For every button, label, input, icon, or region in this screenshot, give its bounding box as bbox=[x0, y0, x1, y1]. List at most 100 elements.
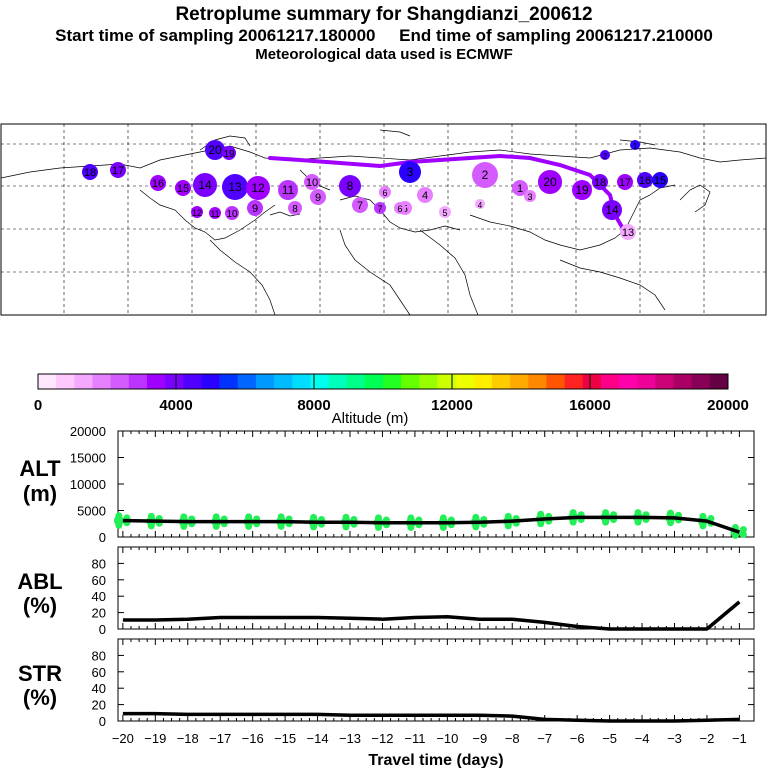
plume-marker bbox=[652, 172, 668, 188]
plume-label: 11 bbox=[210, 209, 219, 219]
time-series-panels: 05000100001500020000ALT(m)020406080ABL(%… bbox=[17, 424, 755, 768]
plume-markers: 2019181716151413121110987654321201918171… bbox=[82, 140, 668, 240]
x-tick-label: −7 bbox=[537, 731, 552, 746]
plume-marker bbox=[247, 200, 263, 216]
plume-label: 2 bbox=[603, 152, 608, 161]
alt-scatter-point bbox=[634, 509, 642, 517]
colorbar-cell bbox=[346, 374, 366, 389]
alt-scatter-point bbox=[180, 513, 188, 521]
x-tick-label: −18 bbox=[177, 731, 199, 746]
colorbar-cell bbox=[110, 374, 130, 389]
colorbar-cell bbox=[709, 374, 729, 389]
plume-label: 14 bbox=[198, 178, 212, 192]
plume-marker bbox=[278, 180, 298, 200]
alt-scatter-point bbox=[310, 513, 318, 521]
met-data-label: Meteorological data used is ECMWF bbox=[255, 46, 513, 63]
alt-scatter-point bbox=[667, 509, 674, 517]
plume-marker bbox=[246, 176, 270, 200]
x-axis-label: Travel time (days) bbox=[368, 752, 503, 768]
x-tick-label: −17 bbox=[209, 731, 231, 746]
colorbar-cell bbox=[691, 374, 711, 389]
alt-scatter-point bbox=[277, 513, 285, 521]
plume-label: 3 bbox=[407, 165, 414, 179]
x-tick-label: −15 bbox=[274, 731, 296, 746]
colorbar-cell bbox=[619, 374, 638, 389]
sampling-times: Start time of sampling 20061217.180000 E… bbox=[0, 26, 768, 46]
y-tick-label: 20000 bbox=[70, 424, 106, 439]
alt-scatter-point bbox=[699, 512, 707, 520]
x-tick-label: −1 bbox=[732, 731, 747, 746]
plume-label: 19 bbox=[223, 149, 235, 160]
colorbar-label: Altitude (m) bbox=[332, 410, 409, 427]
colorbar-cell bbox=[292, 374, 311, 389]
colorbar-cell bbox=[92, 374, 111, 389]
alt-scatter-point bbox=[472, 513, 480, 521]
plume-label: 19 bbox=[575, 183, 589, 197]
alt-scatter-point bbox=[147, 512, 155, 520]
plume-label: 18 bbox=[594, 177, 606, 189]
colorbar-cell bbox=[546, 374, 565, 389]
alt-scatter-point bbox=[602, 509, 610, 517]
plume-label: 17 bbox=[619, 177, 631, 189]
plume-label: 16 bbox=[152, 178, 164, 190]
x-tick-label: −9 bbox=[472, 731, 487, 746]
plume-label: 13 bbox=[622, 227, 634, 239]
colorbar-tick-label: 0 bbox=[34, 397, 42, 414]
colorbar-cell bbox=[637, 374, 656, 389]
colorbar-tick-label: 16000 bbox=[569, 397, 611, 414]
y-tick-label: 15000 bbox=[70, 451, 106, 466]
plume-label: 6 bbox=[397, 204, 402, 214]
plume-marker bbox=[310, 189, 326, 205]
y-axis-unit: (%) bbox=[23, 685, 57, 710]
plume-label: 6 bbox=[382, 188, 387, 198]
end-time: End time of sampling 20061217.210000 bbox=[399, 26, 713, 45]
colorbar-cell bbox=[274, 374, 293, 389]
plume-label: 17 bbox=[112, 165, 124, 177]
colorbar-cell bbox=[455, 374, 475, 389]
y-axis-unit: (%) bbox=[23, 593, 57, 618]
plume-label: 4 bbox=[422, 190, 428, 202]
plume-marker bbox=[602, 200, 622, 220]
x-tick-label: −16 bbox=[242, 731, 264, 746]
colorbar-cell bbox=[74, 374, 93, 389]
plume-marker bbox=[209, 207, 221, 219]
plume-marker bbox=[222, 174, 248, 200]
y-axis-unit: (m) bbox=[23, 481, 57, 506]
plume-marker bbox=[82, 164, 98, 180]
colorbar: 0 4000 8000 12000 16000 20000 Altitude (m) bbox=[34, 373, 749, 427]
alt-scatter-point bbox=[374, 514, 382, 522]
series-line-abl bbox=[122, 600, 741, 631]
x-tick-label: −6 bbox=[570, 731, 585, 746]
plume-marker bbox=[417, 187, 433, 203]
plume-marker bbox=[538, 170, 562, 194]
plume-label: 20 bbox=[543, 175, 557, 189]
x-tick-label: −19 bbox=[144, 731, 166, 746]
y-tick-label: 0 bbox=[99, 714, 106, 729]
x-tick-label: −13 bbox=[339, 731, 361, 746]
plume-marker bbox=[191, 206, 203, 218]
colorbar-cell bbox=[237, 374, 257, 389]
colorbar-cell bbox=[201, 374, 220, 389]
plume-label: 10 bbox=[306, 177, 318, 189]
colorbar-cell bbox=[600, 374, 620, 389]
plume-label: 4 bbox=[478, 201, 483, 210]
plume-marker bbox=[352, 197, 368, 213]
y-tick-label: 40 bbox=[92, 681, 106, 696]
plume-marker bbox=[394, 202, 406, 214]
colorbar-cell bbox=[528, 374, 547, 389]
plume-marker bbox=[637, 172, 653, 188]
plume-marker bbox=[439, 206, 451, 218]
plume-label: 7 bbox=[377, 204, 382, 214]
alt-scatter-point bbox=[739, 526, 747, 534]
plume-marker bbox=[222, 146, 236, 160]
plume-marker bbox=[339, 175, 361, 197]
plume-label: 7 bbox=[357, 200, 363, 212]
title: Retroplume summary for Shangdianzi_20061… bbox=[175, 4, 593, 25]
x-tick-label: −4 bbox=[635, 731, 650, 746]
colorbar-tick-label: 8000 bbox=[297, 397, 330, 414]
colorbar-cell bbox=[473, 374, 493, 389]
x-tick-label: −5 bbox=[602, 731, 617, 746]
colorbar-cell bbox=[673, 374, 692, 389]
